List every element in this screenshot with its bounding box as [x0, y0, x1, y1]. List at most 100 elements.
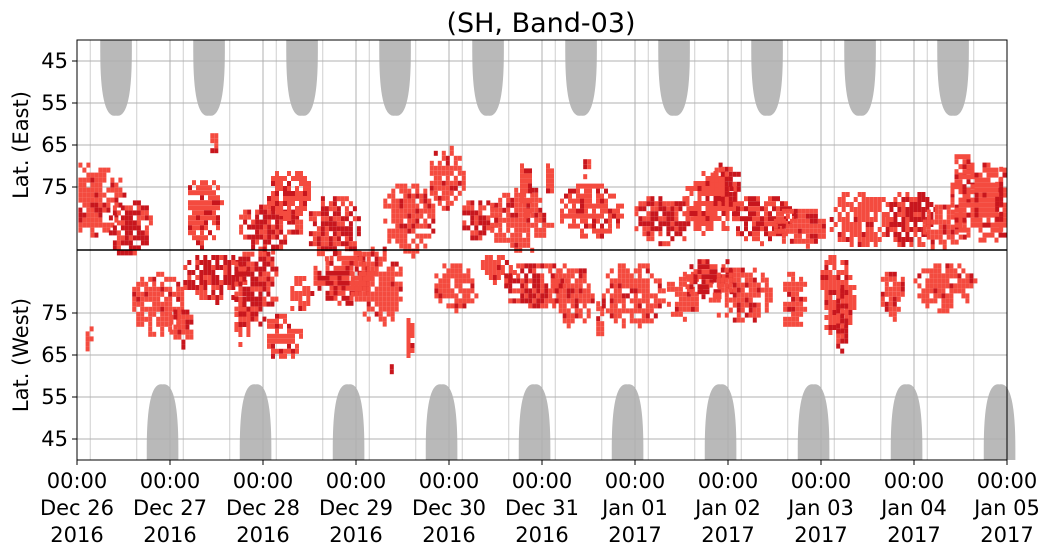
- activity-cell: [453, 155, 458, 161]
- activity-cell: [480, 260, 485, 265]
- activity-cell: [415, 183, 420, 189]
- activity-cell: [538, 217, 543, 223]
- activity-cell: [574, 298, 579, 304]
- activity-cell: [840, 293, 845, 299]
- activity-cell: [937, 283, 942, 289]
- activity-cell: [689, 284, 694, 290]
- activity-cell: [188, 200, 192, 206]
- activity-cell: [865, 227, 870, 232]
- activity-cell: [299, 181, 303, 186]
- activity-cell: [411, 198, 416, 204]
- activity-cell: [616, 208, 620, 214]
- x-tick-label: 00:00: [47, 469, 108, 493]
- activity-cell: [712, 277, 717, 283]
- activity-cell: [200, 185, 204, 191]
- activity-cell: [181, 309, 186, 315]
- activity-cell: [214, 143, 219, 149]
- activity-cell: [744, 297, 749, 303]
- activity-cell: [694, 296, 699, 302]
- activity-cell: [283, 201, 287, 206]
- activity-cell: [262, 276, 267, 282]
- activity-cell: [646, 196, 651, 202]
- activity-cell: [498, 207, 503, 213]
- activity-cell: [298, 276, 303, 281]
- activity-cell: [662, 201, 667, 207]
- activity-cell: [913, 197, 918, 202]
- activity-cell: [566, 278, 571, 284]
- activity-cell: [540, 278, 545, 284]
- activity-cell: [461, 180, 466, 186]
- activity-cell: [764, 206, 768, 212]
- activity-cell: [214, 148, 219, 154]
- activity-cell: [250, 291, 255, 297]
- activity-cell: [801, 208, 806, 214]
- activity-cell: [752, 196, 756, 202]
- activity-cell: [271, 181, 275, 186]
- activity-cell: [518, 222, 523, 228]
- activity-cell: [554, 278, 559, 284]
- activity-cell: [678, 286, 683, 292]
- activity-cell: [641, 313, 646, 319]
- activity-cell: [837, 237, 842, 242]
- activity-cell: [752, 282, 757, 288]
- activity-cell: [962, 234, 967, 240]
- activity-cell: [570, 298, 575, 304]
- activity-cell: [187, 260, 192, 265]
- activity-cell: [90, 177, 95, 183]
- activity-cell: [791, 321, 796, 327]
- activity-cell: [445, 180, 450, 186]
- activity-cell: [508, 270, 513, 275]
- activity-cell: [682, 201, 687, 207]
- activity-cell: [215, 300, 220, 305]
- activity-cell: [120, 235, 125, 241]
- activity-cell: [242, 297, 247, 302]
- activity-cell: [510, 202, 515, 208]
- activity-cell: [653, 278, 658, 284]
- activity-cell: [522, 192, 527, 198]
- activity-cell: [901, 242, 906, 247]
- activity-cell: [809, 238, 814, 244]
- activity-cell: [857, 242, 862, 247]
- activity-cell: [82, 197, 87, 203]
- activity-cell: [530, 187, 535, 193]
- activity-cell: [566, 288, 571, 294]
- activity-cell: [492, 260, 497, 265]
- activity-cell: [457, 155, 462, 161]
- activity-cell: [832, 255, 837, 260]
- activity-cell: [496, 255, 501, 260]
- activity-cell: [496, 265, 501, 270]
- activity-cell: [572, 213, 576, 219]
- activity-cell: [266, 261, 271, 267]
- activity-cell: [152, 286, 157, 292]
- activity-cell: [938, 214, 943, 220]
- activity-cell: [670, 206, 675, 212]
- activity-cell: [267, 196, 271, 201]
- activity-cell: [584, 233, 588, 239]
- activity-cell: [386, 306, 391, 312]
- activity-cell: [954, 212, 959, 218]
- activity-cell: [536, 283, 541, 289]
- activity-cell: [724, 312, 729, 318]
- activity-cell: [572, 208, 576, 214]
- activity-cell: [791, 286, 796, 292]
- activity-cell: [686, 301, 691, 307]
- activity-cell: [986, 207, 991, 213]
- activity-cell: [909, 242, 914, 247]
- activity-cell: [267, 333, 271, 339]
- activity-cell: [341, 270, 346, 276]
- activity-cell: [534, 227, 539, 233]
- activity-cell: [896, 291, 901, 297]
- activity-cell: [255, 214, 260, 220]
- activity-cell: [588, 188, 592, 194]
- activity-cell: [390, 281, 395, 287]
- activity-cell: [262, 301, 267, 307]
- activity-cell: [693, 279, 698, 285]
- activity-cell: [645, 293, 650, 299]
- activity-cell: [262, 281, 267, 287]
- activity-cell: [279, 186, 283, 191]
- activity-cell: [666, 281, 671, 287]
- activity-cell: [588, 203, 592, 209]
- activity-cell: [333, 265, 338, 271]
- activity-cell: [382, 271, 387, 277]
- activity-cell: [196, 185, 200, 191]
